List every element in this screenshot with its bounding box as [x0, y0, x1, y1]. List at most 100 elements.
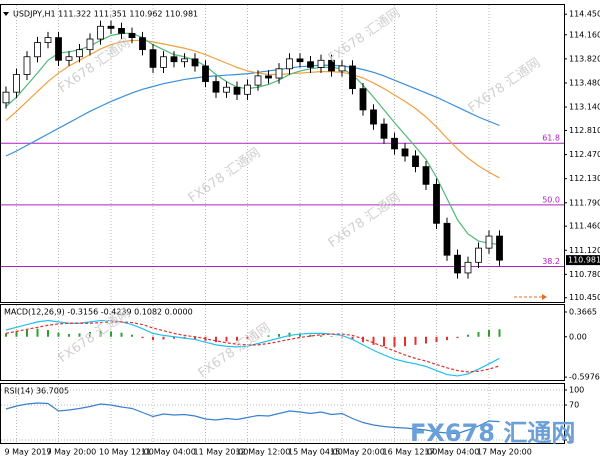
price-tag: [566, 255, 600, 266]
y-tick-label: 112.810: [569, 126, 600, 135]
y-tick-label: 111.790: [569, 198, 600, 207]
macd-bar: [267, 335, 270, 337]
candle-body: [496, 235, 503, 261]
main-panel-frame: [0, 4, 565, 303]
x-tick-label: 15 May 04:00: [288, 448, 343, 457]
y-tick-label: 100: [569, 386, 584, 395]
candle-body: [107, 25, 115, 29]
macd-bar: [299, 333, 301, 337]
y-tick-label: 110.450: [569, 293, 600, 302]
y-tick-label: 111.120: [569, 246, 600, 255]
price-tag-label: 110.981: [568, 256, 600, 265]
candle-body: [275, 68, 283, 79]
macd-bar: [351, 336, 354, 340]
chart-title: USDJPY,H1 111.322 111.351 110.962 110.98…: [13, 10, 198, 19]
candle-body: [401, 148, 409, 157]
macd-bar: [330, 336, 333, 337]
candle-body: [181, 58, 188, 63]
candle-body: [44, 37, 52, 43]
fib-label: 61.8: [542, 134, 560, 143]
indicator-line: [5, 321, 500, 373]
candle-body: [485, 235, 493, 249]
candle-body: [412, 155, 419, 168]
macd-bar: [152, 336, 154, 341]
candle-body: [475, 247, 482, 263]
indicator-line: [5, 39, 500, 179]
macd-bar: [5, 333, 7, 337]
x-tick-label: 9 May 2017: [5, 448, 52, 457]
candle-body: [254, 75, 262, 86]
macd-bar: [435, 336, 438, 343]
macd-bar: [341, 336, 343, 338]
y-tick-label: 113.820: [569, 54, 600, 63]
candle-body: [118, 27, 125, 34]
macd-title: MACD(12,26,9) -0.3156 -0.4239 0.1082 0.0…: [4, 308, 193, 317]
y-tick-label: 113.480: [569, 78, 600, 87]
macd-bar: [225, 336, 228, 342]
macd-bar: [446, 336, 448, 341]
candle-body: [149, 49, 157, 68]
candle-body: [160, 56, 167, 68]
candle-body: [443, 222, 451, 256]
y-tick-label: 114.450: [569, 10, 600, 19]
x-tick-label: 17 May 20:00: [477, 448, 532, 457]
macd-bar: [320, 335, 322, 337]
candle-body: [76, 49, 83, 58]
candle-body: [359, 88, 367, 111]
candle-body: [23, 56, 31, 75]
macd-bar: [215, 336, 217, 343]
candle-body: [265, 75, 272, 79]
macd-bar: [99, 330, 102, 337]
macd-bar: [131, 334, 133, 337]
y-tick-label: 0.00: [569, 332, 587, 341]
macd-bar: [414, 336, 417, 345]
macd-bar: [110, 331, 112, 337]
candle-body: [223, 86, 230, 93]
macd-bar: [47, 330, 49, 337]
candle-body: [370, 109, 377, 125]
x-tick-label: 17 May 04:00: [425, 448, 480, 457]
x-tick-label: 16 May 12:00: [383, 448, 438, 457]
candle-body: [244, 84, 251, 95]
macd-bar: [194, 336, 196, 340]
candle-body: [433, 183, 440, 224]
candle-body: [380, 123, 388, 139]
macd-panel-frame: [0, 304, 565, 381]
candle-body: [65, 56, 73, 61]
candle-body: [2, 91, 10, 104]
y-tick-label: 0: [569, 436, 574, 445]
macd-bar: [26, 330, 28, 337]
macd-bar: [488, 330, 490, 337]
indicator-line: [5, 402, 500, 435]
y-tick-label: 113.140: [569, 103, 600, 112]
y-tick-label: 70: [569, 401, 579, 410]
macd-bar: [89, 332, 91, 337]
y-tick-label: -0.5976: [569, 373, 600, 382]
x-tick-label: 11 May 04:00: [141, 448, 196, 457]
y-tick-label: 114.160: [569, 30, 600, 39]
x-tick-label: 9 May 20:00: [47, 448, 97, 457]
candle-body: [286, 58, 293, 70]
candle-body: [317, 59, 325, 68]
candle-body: [86, 38, 94, 51]
x-tick-label: 15 May 20:00: [330, 448, 385, 457]
y-tick-label: 112.470: [569, 150, 600, 159]
candle-body: [55, 37, 62, 61]
candle-body: [128, 32, 136, 39]
watermark-large: FX678 汇通网: [410, 419, 575, 447]
macd-bar: [309, 334, 312, 337]
macd-bar: [498, 329, 501, 337]
candle-body: [191, 58, 199, 67]
candle-body: [454, 254, 461, 274]
macd-bar: [57, 332, 60, 337]
macd-bar: [173, 336, 175, 339]
macd-bar: [257, 336, 259, 338]
macd-bar: [467, 334, 469, 337]
fib-label: 50.0: [542, 195, 560, 204]
y-tick-label: 111.460: [569, 222, 600, 231]
candle-body: [464, 261, 472, 274]
candle-body: [349, 65, 356, 90]
arrow-head: [542, 294, 547, 300]
candle-body: [296, 58, 304, 63]
